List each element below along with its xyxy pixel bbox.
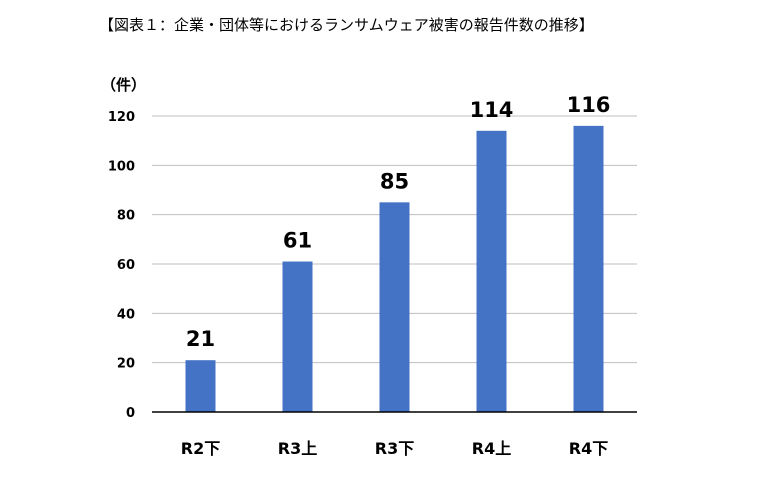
y-tick-label: 0 (126, 406, 135, 421)
bar-3 (379, 202, 410, 412)
y-tick-label: 60 (117, 258, 135, 273)
bar-5 (573, 125, 604, 412)
category-labels: R2下 R3上 R3下 R4上 R4下 (181, 439, 608, 458)
category-label-2: R3上 (278, 439, 317, 458)
y-tick-label: 120 (108, 110, 135, 125)
data-label-4: 114 (470, 98, 514, 122)
category-label-5: R4下 (569, 439, 608, 458)
y-axis-unit-label: （件） (101, 76, 147, 94)
y-tick-label: 40 (117, 307, 135, 322)
bar-2 (282, 261, 313, 412)
chart-title: 【図表１：企業・団体等におけるランサムウェア被害の報告件数の推移】 (99, 16, 594, 34)
data-label-1: 21 (186, 327, 215, 351)
y-tick-label: 80 (117, 209, 135, 224)
bar-4 (476, 130, 507, 413)
category-label-4: R4上 (472, 439, 511, 458)
y-axis-ticks: 0 20 40 60 80 100 120 (108, 110, 135, 421)
data-label-2: 61 (283, 229, 312, 253)
category-label-3: R3下 (375, 439, 414, 458)
bars (185, 125, 604, 413)
bar-1 (185, 360, 216, 412)
category-label-1: R2下 (181, 439, 220, 458)
data-labels: 21 61 85 114 116 (186, 93, 611, 351)
data-label-5: 116 (567, 93, 611, 117)
y-tick-label: 20 (117, 357, 135, 372)
y-tick-label: 100 (108, 159, 135, 174)
data-label-3: 85 (380, 169, 409, 193)
